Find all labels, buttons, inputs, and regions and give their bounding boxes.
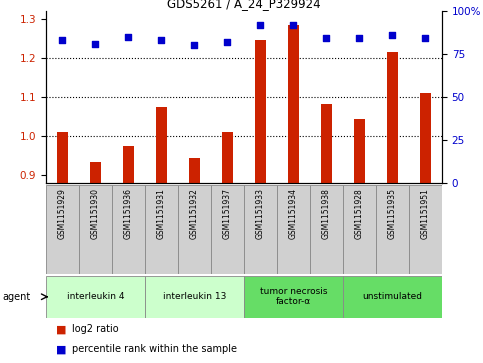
- Text: unstimulated: unstimulated: [362, 292, 423, 301]
- Text: interleukin 4: interleukin 4: [67, 292, 124, 301]
- Text: ■: ■: [56, 344, 66, 354]
- Bar: [145, 276, 244, 318]
- Point: [125, 34, 132, 40]
- Bar: [46, 276, 145, 318]
- Text: GSM1151933: GSM1151933: [256, 188, 265, 239]
- Text: GSM1151932: GSM1151932: [190, 188, 199, 239]
- Text: agent: agent: [2, 292, 30, 302]
- Bar: [123, 146, 134, 183]
- Text: log2 ratio: log2 ratio: [72, 325, 119, 334]
- Point: [157, 37, 165, 43]
- Text: GSM1151938: GSM1151938: [322, 188, 331, 239]
- Bar: [255, 40, 266, 183]
- Bar: [321, 104, 332, 183]
- Bar: [277, 185, 310, 274]
- Point: [256, 22, 264, 28]
- Bar: [189, 158, 200, 183]
- Bar: [90, 162, 101, 183]
- Text: GSM1151937: GSM1151937: [223, 188, 232, 239]
- Point: [289, 22, 297, 28]
- Text: ■: ■: [56, 325, 66, 334]
- Text: GSM1151934: GSM1151934: [289, 188, 298, 239]
- Text: interleukin 13: interleukin 13: [163, 292, 226, 301]
- Bar: [354, 119, 365, 183]
- Text: GSM1151930: GSM1151930: [91, 188, 100, 239]
- Text: GSM1151931: GSM1151931: [157, 188, 166, 239]
- Bar: [145, 185, 178, 274]
- Point: [224, 39, 231, 45]
- Bar: [244, 185, 277, 274]
- Bar: [376, 185, 409, 274]
- Bar: [112, 185, 145, 274]
- Point: [388, 32, 396, 38]
- Bar: [211, 185, 244, 274]
- Point: [58, 37, 66, 43]
- Bar: [343, 276, 442, 318]
- Text: GSM1151935: GSM1151935: [388, 188, 397, 239]
- Point: [190, 42, 198, 48]
- Text: GSM1151929: GSM1151929: [58, 188, 67, 239]
- Text: tumor necrosis
factor-α: tumor necrosis factor-α: [260, 287, 327, 306]
- Bar: [310, 185, 343, 274]
- Bar: [222, 132, 233, 183]
- Bar: [57, 132, 68, 183]
- Bar: [288, 25, 299, 183]
- Bar: [156, 107, 167, 183]
- Point: [323, 36, 330, 41]
- Bar: [79, 185, 112, 274]
- Bar: [178, 185, 211, 274]
- Bar: [244, 276, 343, 318]
- Text: percentile rank within the sample: percentile rank within the sample: [72, 344, 238, 354]
- Bar: [420, 93, 431, 183]
- Text: GSM1151928: GSM1151928: [355, 188, 364, 238]
- Bar: [343, 185, 376, 274]
- Point: [355, 36, 363, 41]
- Point: [91, 41, 99, 46]
- Bar: [387, 52, 398, 183]
- Text: GSM1151936: GSM1151936: [124, 188, 133, 239]
- Text: GSM1151951: GSM1151951: [421, 188, 430, 239]
- Title: GDS5261 / A_24_P329924: GDS5261 / A_24_P329924: [167, 0, 321, 10]
- Bar: [409, 185, 442, 274]
- Bar: [46, 185, 79, 274]
- Point: [422, 36, 429, 41]
